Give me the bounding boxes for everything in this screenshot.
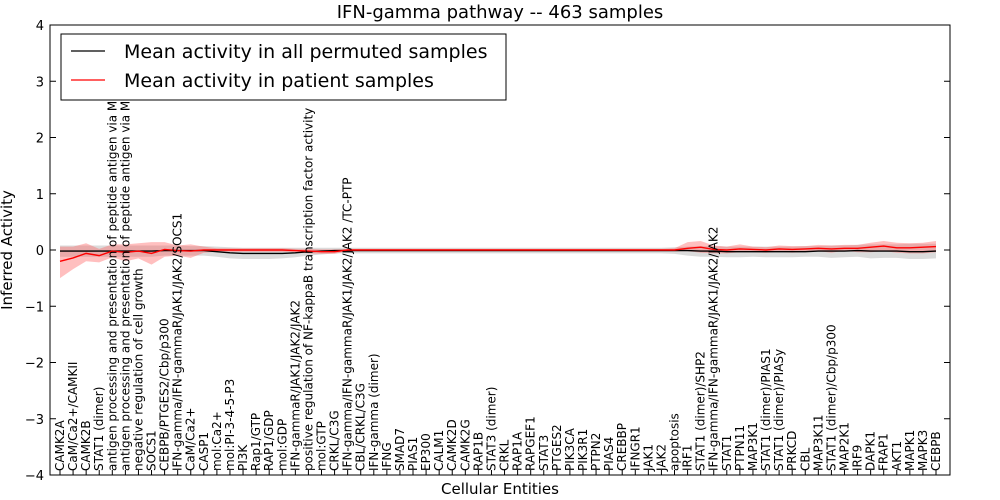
x-tick-label: CaM/Ca2+	[184, 407, 198, 471]
x-tick-label: PRKCD	[785, 431, 799, 471]
legend-box	[60, 33, 507, 101]
x-tick-label: RAP1A	[511, 431, 525, 471]
y-axis-ticks: 4 3 2 1 0 −1 −2 −3 −4	[25, 19, 950, 484]
x-tick-label: PIAS1	[406, 437, 420, 471]
x-tick-label: CREBBP	[615, 423, 629, 471]
x-tick-label: FRAP1	[877, 433, 891, 471]
x-tick-label: IFN-gamma/IFN-gammaR/JAK1/JAK2/JAK2 /TC-…	[341, 177, 355, 471]
x-tick-label: STAT1 (dimer)/SHP2	[694, 351, 708, 471]
x-tick-label: MAPK3	[916, 430, 930, 471]
y-tick-label: 1	[36, 188, 44, 203]
x-tick-label: DAPK1	[864, 431, 878, 471]
x-tick-label: CEBPB	[929, 431, 943, 471]
x-tick-label: AKT1	[890, 441, 904, 471]
x-tick-label: CBL/CRKL/C3G	[354, 383, 368, 471]
x-tick-label: STAT3	[537, 435, 551, 471]
x-tick-label: mol:Ca2+	[210, 411, 224, 471]
x-tick-label: PIK3CA	[563, 427, 577, 471]
x-tick-label: CAMK2A	[53, 420, 67, 471]
x-tick-label: JAK2	[654, 444, 668, 472]
x-tick-label: RAP1B	[471, 432, 485, 471]
x-tick-label: CEBPB/PTGES2/Cbp/p300	[158, 318, 172, 471]
plot-frame	[49, 24, 951, 476]
x-tick-label: EP300	[419, 433, 433, 471]
x-tick-label: SOCS1	[145, 430, 159, 471]
x-tick-label: Rap1/GTP	[249, 413, 263, 471]
x-tick-label: MAPK1	[903, 430, 917, 471]
x-tick-label: antigen processing and presentation of p…	[105, 42, 119, 471]
legend-label-patient: Mean activity in patient samples	[124, 70, 434, 92]
x-tick-label: STAT1 (dimer)	[92, 387, 106, 471]
y-tick-label: −2	[25, 357, 44, 372]
x-tick-label: PTPN2	[589, 433, 603, 471]
x-tick-label: STAT1 (dimer)/PIAS1	[759, 348, 773, 471]
x-tick-label: CAMK2G	[458, 419, 472, 471]
x-tick-label: CRKL	[498, 439, 512, 471]
x-tick-label: SMAD7	[393, 428, 407, 471]
y-tick-label: 0	[36, 244, 44, 259]
x-tick-label: IRF1	[681, 445, 695, 471]
x-tick-label: CaM/Ca2+/CAMKII	[66, 362, 80, 471]
x-tick-label: MAP3K1	[746, 422, 760, 471]
x-tick-label: CAMK2D	[445, 419, 459, 471]
y-tick-label: 2	[36, 132, 44, 147]
x-tick-label: IFN-gamma/IFN-gammaR/JAK1/JAK2/JAK2	[707, 226, 721, 471]
x-tick-label: CAMK2B	[79, 420, 93, 471]
x-tick-label: CRKL/C3G	[328, 410, 342, 471]
y-tick-label: −3	[25, 413, 44, 428]
x-tick-label: mol:PI-3-4-5-P3	[223, 379, 237, 471]
y-axis-label: Inferred Activity	[0, 190, 16, 310]
x-tick-label: PIK3R1	[576, 429, 590, 471]
x-tick-label: antigen processing and presentation of p…	[118, 39, 132, 471]
series-lines	[59, 245, 937, 262]
x-tick-label: IFNGR1	[628, 426, 642, 471]
series-band-0	[60, 243, 936, 259]
legend: Mean activity in all permuted samples Me…	[60, 33, 507, 101]
x-tick-label: STAT1 (dimer)/PIASy	[772, 349, 786, 471]
x-tick-label: STAT1	[720, 435, 734, 471]
x-tick-label: RAP1/GDP	[262, 410, 276, 471]
x-tick-label: PIAS4	[602, 437, 616, 471]
y-tick-label: 3	[36, 75, 44, 90]
x-axis-label: Cellular Entities	[441, 480, 559, 498]
x-tick-label: CBL	[798, 447, 812, 471]
x-tick-label: MAP3K11	[811, 414, 825, 471]
x-tick-label: PTGES2	[550, 424, 564, 471]
x-tick-label: negative regulation of cell growth	[131, 268, 145, 471]
x-tick-label: mol:GDP	[275, 419, 289, 471]
x-tick-label: apoptosis	[668, 413, 682, 471]
x-tick-label: PTPN11	[733, 425, 747, 471]
x-tick-label: PI3K	[236, 444, 250, 471]
x-tick-label: IFN-gamma/IFN-gammaR/JAK1/JAK2/SOCS1	[171, 213, 185, 471]
x-tick-label: MAP2K1	[837, 422, 851, 471]
x-tick-label: JAK1	[641, 444, 655, 472]
y-tick-label: 4	[36, 19, 44, 34]
x-tick-label: CASP1	[197, 432, 211, 471]
legend-label-permuted: Mean activity in all permuted samples	[124, 41, 487, 63]
x-tick-label: STAT1 (dimer)/Cbp/p300	[824, 324, 838, 471]
x-axis-entity-labels: CAMK2A CaM/Ca2+/CAMKII CAMK2B STAT1 (dimer)…	[53, 39, 943, 475]
chart-title: IFN-gamma pathway -- 463 samples	[337, 2, 664, 23]
x-tick-label: IRF9	[851, 445, 865, 471]
x-tick-label: IFN-gammaR/JAK1/JAK2/JAK2	[288, 300, 302, 471]
x-tick-label: STAT3 (dimer)	[484, 387, 498, 471]
y-tick-label: −1	[25, 300, 44, 315]
x-tick-label: RAPGEF1	[524, 416, 538, 471]
y-tick-label: −4	[25, 469, 44, 484]
x-tick-label: IFNG	[380, 442, 394, 471]
x-tick-label: CALM1	[432, 430, 446, 471]
x-tick-label: positive regulation of NF-kappaB transcr…	[301, 108, 315, 471]
x-tick-label: mol:GTP	[314, 421, 328, 471]
series-line-1	[59, 245, 937, 262]
x-tick-label: IFN-gamma (dimer)	[367, 353, 381, 471]
